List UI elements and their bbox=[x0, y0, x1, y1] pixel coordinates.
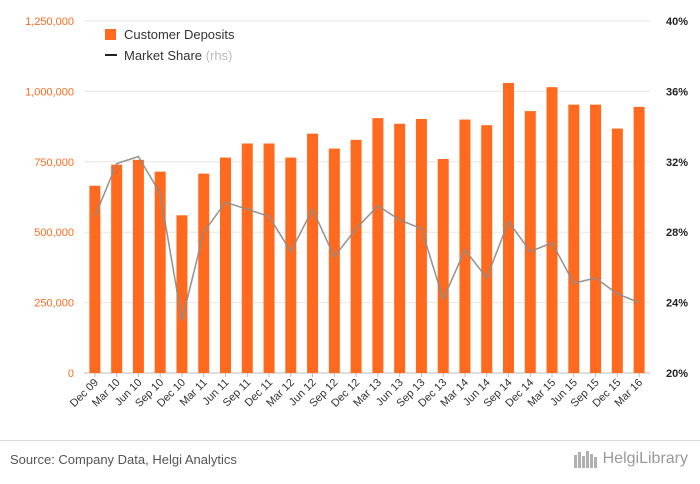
deposit-bar bbox=[590, 104, 602, 374]
brand-logo: HelgiLibrary bbox=[573, 449, 688, 469]
market-share-series bbox=[94, 155, 640, 322]
deposit-bar bbox=[568, 104, 580, 374]
deposit-bar bbox=[481, 125, 493, 373]
deposit-bar bbox=[89, 185, 101, 373]
deposit-bar bbox=[111, 164, 123, 373]
deposit-bar bbox=[415, 118, 427, 374]
deposit-bar bbox=[437, 158, 449, 373]
left-tick-label: 1,250,000 bbox=[25, 16, 74, 28]
deposit-bar bbox=[307, 133, 319, 373]
deposit-bar bbox=[524, 111, 536, 373]
deposit-bar bbox=[176, 215, 188, 373]
deposit-bar bbox=[220, 157, 231, 373]
legend-label-deposits: Customer Deposits bbox=[124, 27, 235, 42]
right-tick-label: 40% bbox=[666, 16, 688, 28]
left-tick-label: 750,000 bbox=[34, 157, 74, 169]
right-tick-label: 36% bbox=[666, 86, 688, 98]
deposit-bar bbox=[372, 118, 384, 373]
deposit-bar bbox=[328, 148, 340, 373]
right-tick-label: 24% bbox=[666, 298, 688, 310]
deposit-bar bbox=[394, 123, 406, 373]
deposit-bar bbox=[263, 143, 275, 373]
combo-chart: 0 250,000 500,000 750,000 1,000,000 1,250,000… bbox=[25, 16, 688, 410]
left-tick-label: 250,000 bbox=[34, 298, 74, 310]
left-tick-label: 0 bbox=[68, 368, 74, 380]
deposit-bar bbox=[241, 143, 253, 373]
source-note: Source: Company Data, Helgi Analytics bbox=[10, 452, 237, 467]
right-axis: 20% 24% 28% 32% 36% 40% bbox=[666, 16, 688, 380]
deposit-bar bbox=[285, 157, 297, 373]
deposit-bar bbox=[132, 159, 144, 373]
footer: Source: Company Data, Helgi Analytics He… bbox=[0, 440, 700, 484]
deposit-bar bbox=[503, 82, 514, 374]
brand-name: HelgiLibrary bbox=[602, 450, 688, 467]
deposit-bar bbox=[154, 171, 166, 373]
deposit-bar bbox=[546, 87, 558, 374]
market-share-line bbox=[94, 155, 640, 322]
left-axis: 0 250,000 500,000 750,000 1,000,000 1,250,000 bbox=[25, 16, 74, 380]
deposit-bar bbox=[633, 106, 645, 373]
legend-swatch-deposits bbox=[105, 29, 116, 40]
deposit-bar bbox=[198, 173, 210, 373]
left-tick-label: 500,000 bbox=[34, 227, 74, 239]
deposit-bar bbox=[459, 119, 471, 373]
deposit-bar bbox=[611, 128, 623, 373]
legend-label-market-share: Market Share (rhs) bbox=[124, 48, 232, 63]
left-tick-label: 1,000,000 bbox=[25, 86, 74, 98]
gridlines bbox=[84, 20, 650, 374]
library-icon bbox=[573, 451, 597, 468]
deposit-bar bbox=[350, 139, 362, 373]
deposit-bars bbox=[89, 82, 645, 374]
right-tick-label: 28% bbox=[666, 227, 688, 239]
legend: Customer Deposits Market Share (rhs) bbox=[105, 27, 235, 63]
right-tick-label: 20% bbox=[666, 368, 688, 380]
right-tick-label: 32% bbox=[666, 157, 688, 169]
